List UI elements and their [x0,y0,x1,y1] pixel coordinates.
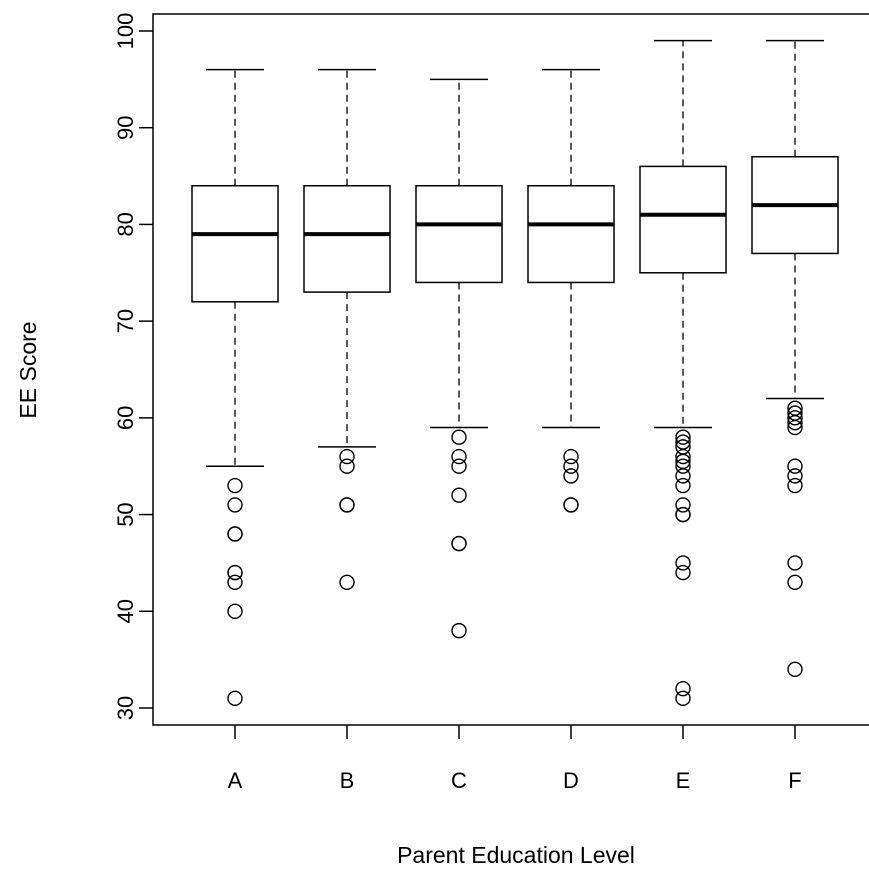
outlier-point [227,603,243,619]
outlier-point [227,574,243,590]
outlier-point [675,468,691,484]
x-tick-label: B [340,768,355,793]
outlier-point [675,477,691,494]
x-tick-label: D [563,768,579,793]
outlier-point [675,555,691,571]
y-tick-label: 70 [113,309,138,333]
iqr-box [303,184,391,293]
outlier-point [227,564,243,581]
box-e [639,39,727,707]
x-axis: A B C D E F [228,725,802,793]
box-b [303,68,391,590]
outlier-point [787,468,803,484]
iqr-box [527,184,615,284]
outlier-point [563,458,579,474]
outlier-point [451,448,467,465]
outlier-point [675,497,691,513]
x-tick-label: A [228,768,243,793]
x-tick-label: F [788,768,801,793]
outlier-point [787,419,803,436]
outlier-point [227,526,243,542]
box-series [191,39,839,707]
x-tick-label: E [676,768,691,793]
y-tick-label: 100 [113,13,138,50]
outlier-point [675,448,691,465]
plot-frame [152,13,869,726]
outlier-point [227,497,243,513]
y-tick-label: 90 [113,115,138,139]
y-axis-title: EE Score [15,321,41,418]
iqr-box [191,184,279,303]
outlier-point [451,487,467,503]
y-tick-label: 40 [113,599,138,623]
outlier-point [675,458,691,474]
box-a [191,68,279,707]
outlier-point [675,506,691,523]
outlier-point [563,497,579,513]
outlier-point [339,448,355,465]
iqr-box [639,165,727,274]
y-tick-label: 30 [113,696,138,720]
outlier-point [227,690,243,707]
y-tick-label: 60 [113,406,138,430]
outlier-point [787,410,803,426]
outlier-point [675,429,691,445]
y-tick-label: 80 [113,212,138,236]
outlier-point [451,429,467,445]
x-axis-title: Parent Education Level [397,842,635,868]
x-tick-label: C [451,768,467,793]
outlier-point [339,497,355,513]
outlier-point [787,661,803,678]
outlier-point [675,690,691,707]
box-c [415,78,503,639]
outlier-point [451,458,467,474]
box-f [751,39,839,678]
outlier-point [787,477,803,494]
outlier-point [787,458,803,474]
outlier-point [675,564,691,581]
y-tick-label: 50 [113,502,138,526]
iqr-box [415,184,503,284]
outlier-point [563,468,579,484]
outlier-point [787,414,803,431]
outlier-point [787,574,803,590]
outlier-point [675,680,691,697]
outlier-point [227,477,243,494]
outlier-point [339,574,355,590]
y-axis: 30 40 50 60 70 80 90 100 [113,13,153,720]
outlier-point [451,622,467,639]
outlier-point [563,448,579,465]
outlier-point [787,555,803,571]
outlier-point [339,458,355,474]
box-d [527,68,615,513]
outlier-point [451,535,467,552]
